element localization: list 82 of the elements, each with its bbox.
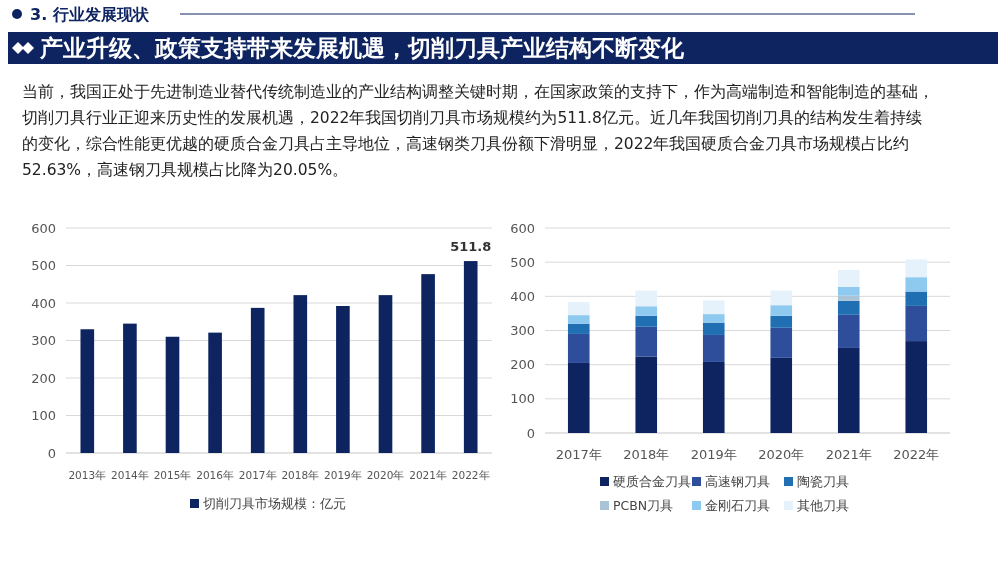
y-tick-label: 0 bbox=[47, 445, 56, 461]
x-tick-label: 2018年 bbox=[281, 469, 320, 481]
x-tick-label: 2014年 bbox=[111, 469, 149, 481]
bar bbox=[635, 306, 658, 316]
bar bbox=[702, 361, 725, 433]
y-tick-label: 400 bbox=[31, 295, 56, 311]
bar bbox=[702, 322, 725, 335]
legend-label: 其他刀具 bbox=[797, 498, 849, 513]
bar bbox=[837, 270, 860, 287]
bar bbox=[837, 286, 860, 296]
bar bbox=[165, 336, 180, 453]
bar bbox=[80, 329, 95, 453]
x-tick-label: 2022年 bbox=[451, 469, 490, 481]
bar bbox=[702, 300, 725, 315]
bar bbox=[635, 315, 658, 327]
bar bbox=[905, 305, 928, 342]
x-tick-label: 2015年 bbox=[153, 469, 192, 481]
bar bbox=[837, 314, 860, 348]
bar bbox=[837, 347, 860, 433]
bar bbox=[905, 259, 928, 278]
y-tick-label: 200 bbox=[31, 370, 56, 386]
y-tick-label: 500 bbox=[510, 254, 535, 270]
x-tick-label: 2022年 bbox=[893, 447, 940, 462]
bar bbox=[837, 300, 860, 315]
y-tick-label: 400 bbox=[510, 288, 535, 304]
bar bbox=[635, 326, 658, 357]
x-tick-label: 2017年 bbox=[238, 469, 277, 481]
bar bbox=[567, 333, 590, 363]
x-tick-label: 2021年 bbox=[825, 447, 872, 462]
bar bbox=[770, 315, 793, 328]
x-tick-label: 2019年 bbox=[324, 469, 362, 481]
legend-label: 金刚石刀具 bbox=[705, 498, 770, 513]
y-tick-label: 200 bbox=[510, 357, 535, 373]
text: 当前，我国正处于先进制造业替代传统制造业的产业结构调整关键时期，在国家政策的支持下，作为高端制造和智能制造的基础，切削刀具行业正迎来历史性的发展机遇，2022年我国切削刀具市场规模约为511.8亿元。近几年我国切削刀具的结构发生着持续的变化，综合性能更优越的硬质合金刀具占主导地位，高速钢类刀具份额下滑明显，2022年我国硬质合金刀具市场规模占比约52.63%，高速钢刀具规模占比降为20.05%。 bbox=[22, 83, 934, 179]
bar bbox=[770, 290, 793, 306]
x-tick-label: 2017年 bbox=[555, 447, 602, 462]
bar bbox=[336, 306, 350, 453]
bar bbox=[250, 307, 265, 453]
text: 3. 行业发展现状 bbox=[30, 5, 150, 24]
x-tick-label: 2013年 bbox=[68, 469, 107, 481]
bar bbox=[123, 323, 137, 453]
bar bbox=[635, 356, 658, 433]
bar bbox=[770, 305, 793, 316]
bar bbox=[702, 314, 725, 323]
bar bbox=[635, 290, 658, 307]
bar bbox=[463, 261, 478, 453]
y-tick-label: 300 bbox=[31, 333, 56, 348]
x-tick-label: 2021年 bbox=[409, 469, 447, 481]
y-tick-label: 100 bbox=[31, 408, 56, 423]
x-tick-label: 2019年 bbox=[690, 447, 737, 462]
bar bbox=[567, 302, 590, 316]
y-tick-label: 500 bbox=[31, 258, 56, 273]
legend-label: 高速钢刀具 bbox=[705, 474, 770, 489]
y-tick-label: 600 bbox=[510, 220, 535, 236]
bar bbox=[421, 274, 435, 453]
y-tick-label: 300 bbox=[510, 323, 535, 338]
bar bbox=[770, 327, 793, 358]
bar bbox=[837, 295, 860, 301]
x-tick-label: 2018年 bbox=[623, 447, 670, 462]
text: 产业升级、政策支持带来发展机遇，切削刀具产业结构不断变化 bbox=[39, 35, 685, 61]
legend-label: 硬质合金刀具 bbox=[613, 474, 691, 489]
y-tick-label: 100 bbox=[510, 391, 535, 407]
bar bbox=[567, 362, 590, 433]
x-tick-label: 2016年 bbox=[196, 469, 234, 481]
y-tick-label: 600 bbox=[31, 220, 56, 236]
legend-label: 陶瓷刀具 bbox=[797, 474, 849, 489]
bar bbox=[378, 295, 393, 453]
legend-label: PCBN刀具 bbox=[613, 498, 674, 513]
bar bbox=[567, 323, 590, 334]
bar bbox=[905, 277, 928, 292]
data-label: 511.8 bbox=[450, 239, 492, 255]
bar bbox=[770, 357, 793, 433]
bar bbox=[208, 332, 222, 453]
legend-label: 切削刀具市场规模：亿元 bbox=[203, 496, 346, 511]
bar bbox=[567, 315, 590, 324]
bar bbox=[905, 341, 928, 433]
bar bbox=[293, 295, 308, 453]
x-tick-label: 2020年 bbox=[366, 469, 405, 481]
x-tick-label: 2020年 bbox=[758, 447, 805, 462]
y-tick-label: 0 bbox=[526, 425, 535, 441]
bar bbox=[702, 334, 725, 362]
bar bbox=[905, 291, 928, 306]
